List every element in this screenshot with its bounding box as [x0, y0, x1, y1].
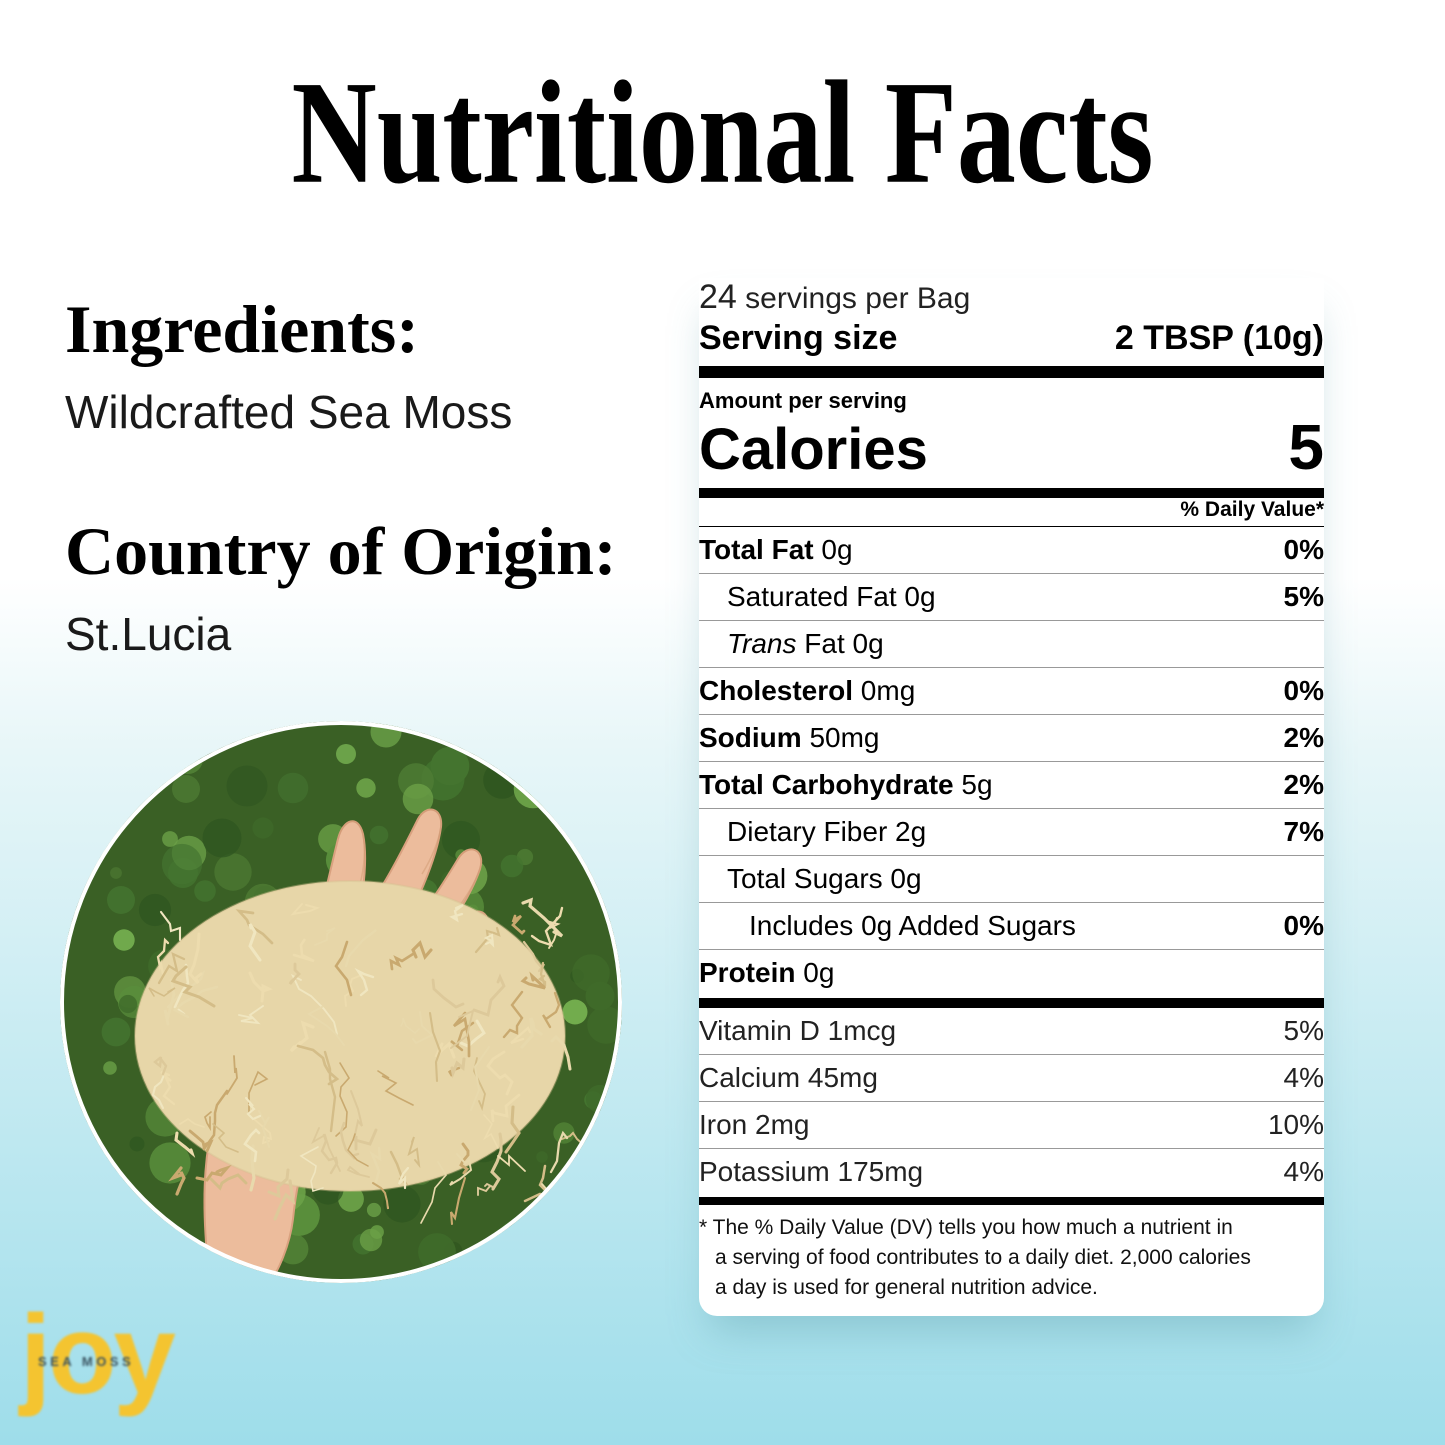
svg-text:SEA MOSS: SEA MOSS [38, 1354, 134, 1369]
